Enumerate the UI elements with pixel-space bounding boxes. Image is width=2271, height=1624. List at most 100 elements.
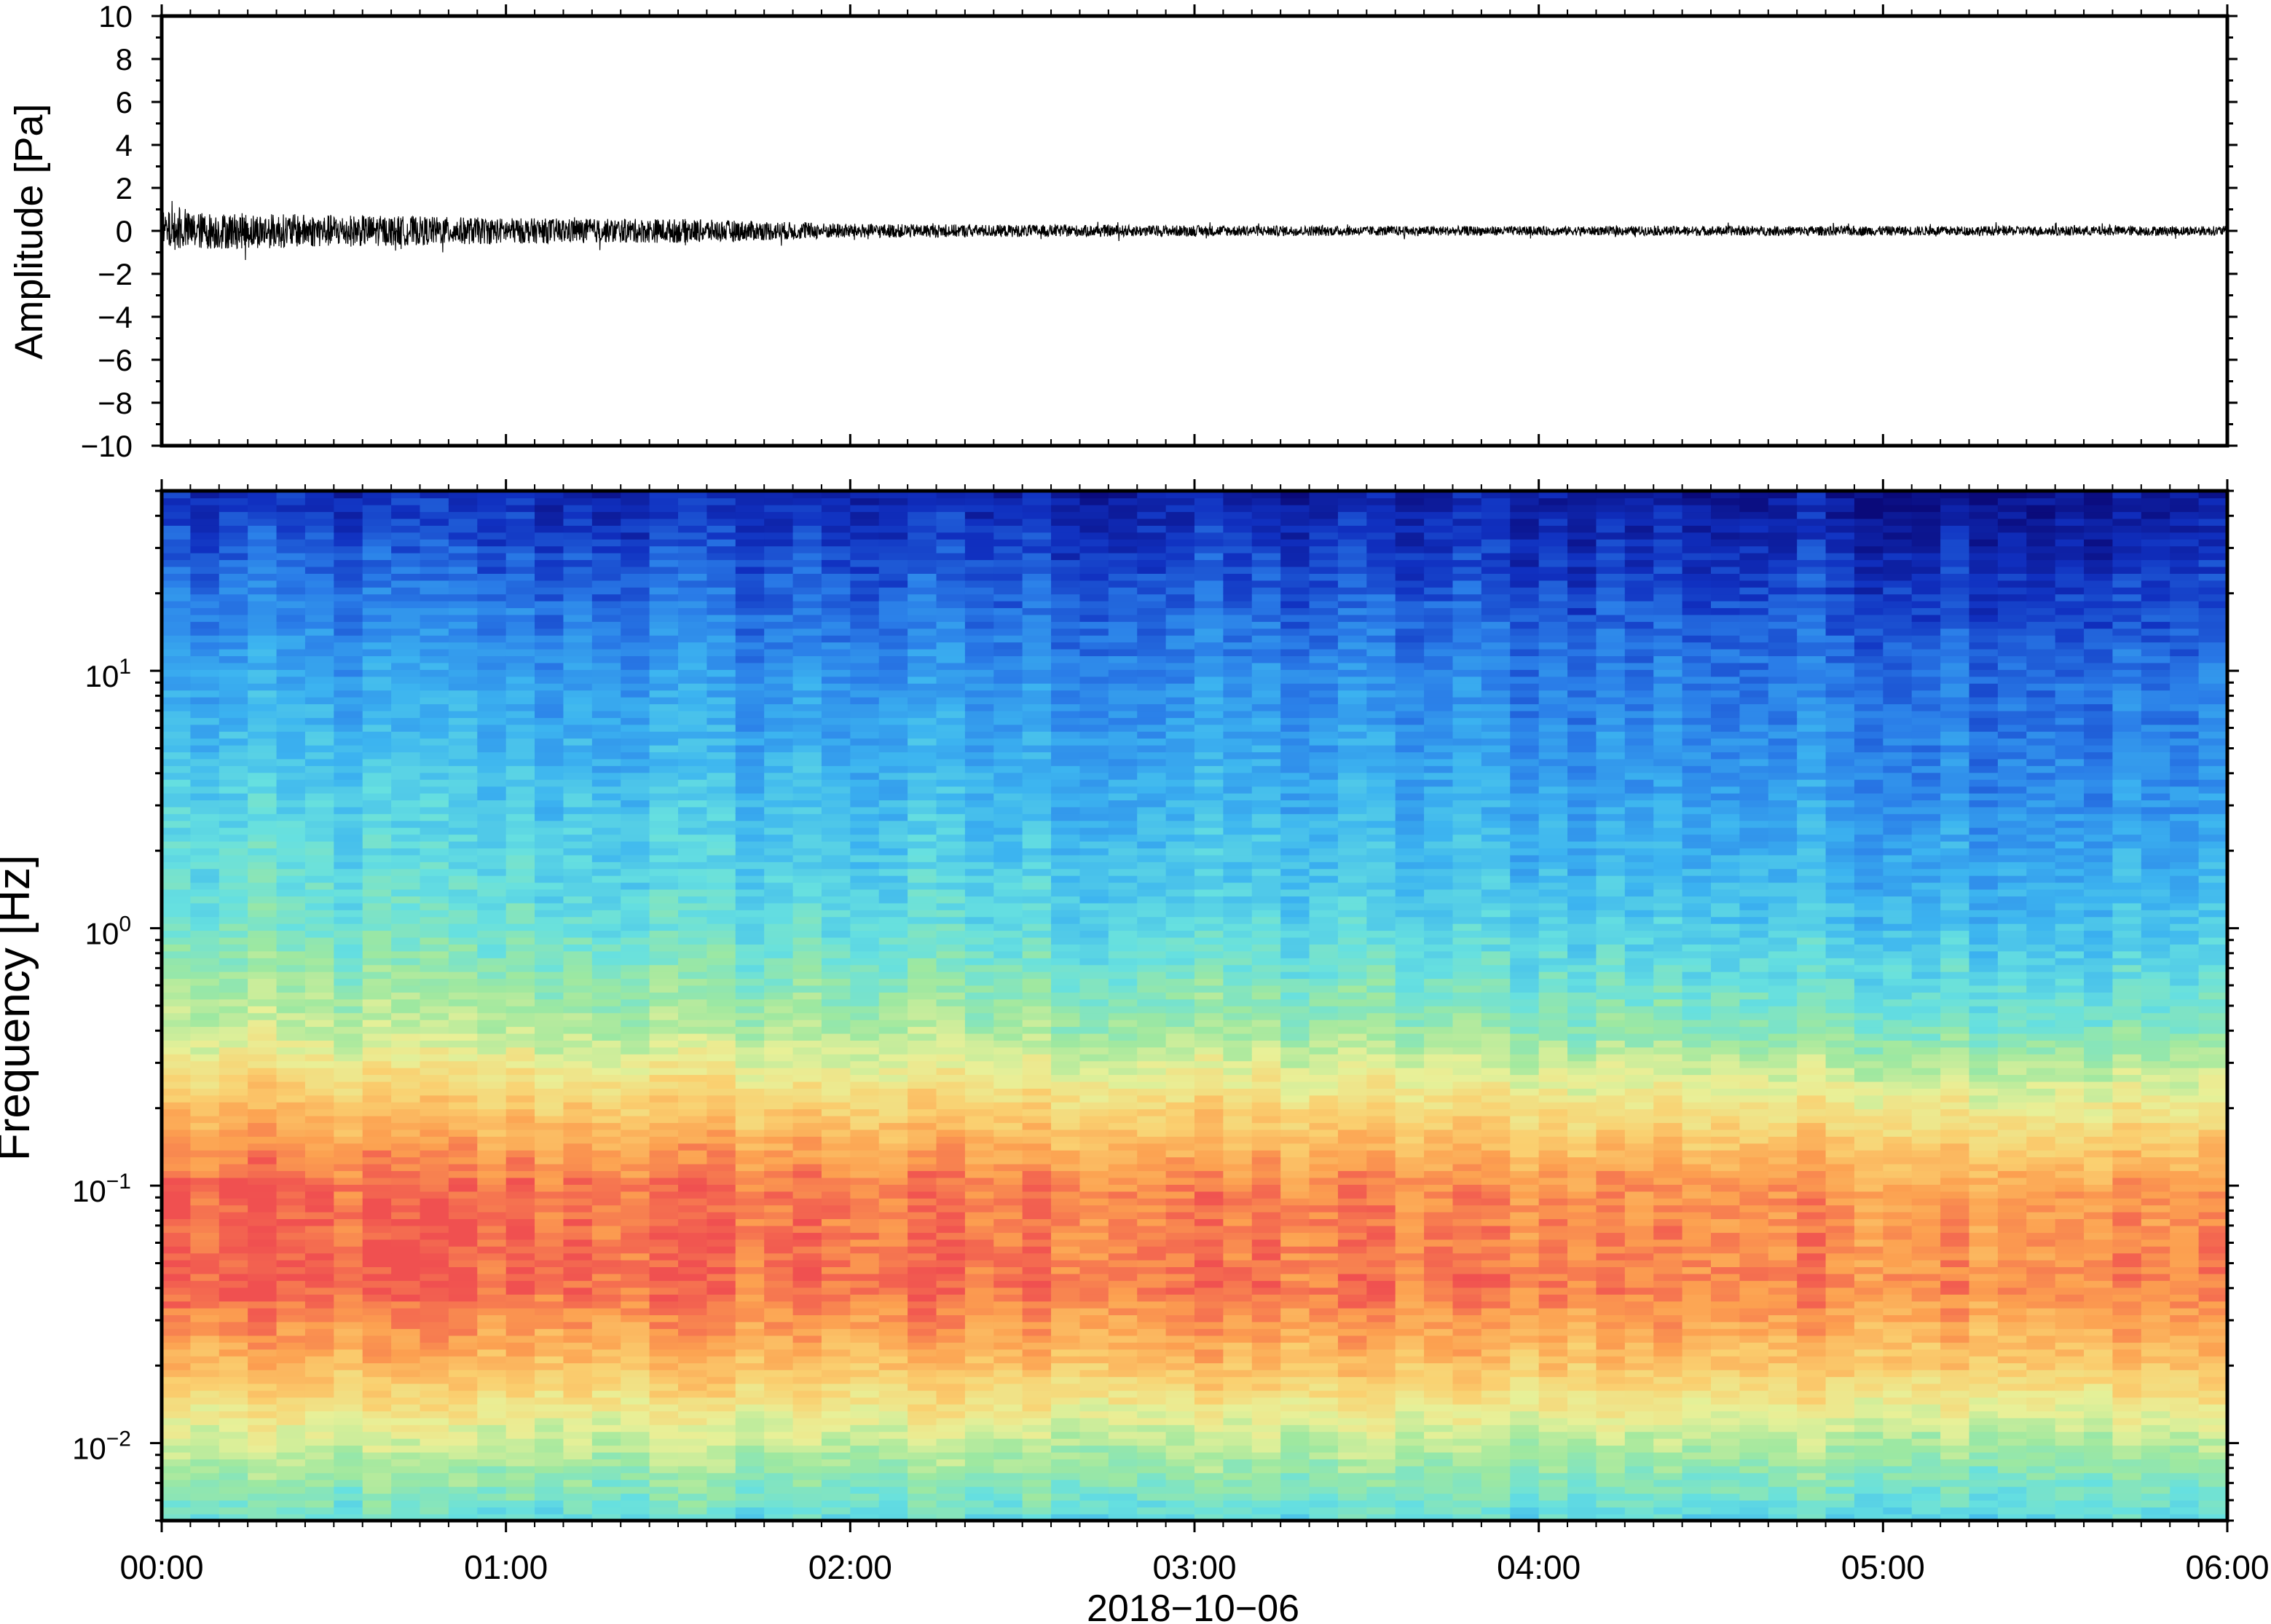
spectrogram-cell (448, 1266, 479, 1274)
spectrogram-cell (1022, 1239, 1052, 1247)
spectrogram-cell (535, 902, 564, 910)
spectrogram-cell (707, 703, 736, 712)
spectrogram-cell (821, 1115, 851, 1124)
spectrogram-cell (276, 1060, 306, 1068)
spectrogram-cell (563, 772, 593, 780)
spectrogram-cell (850, 621, 880, 629)
spectrogram-cell (535, 1376, 564, 1384)
spectrogram-cell (821, 1383, 851, 1391)
spectrogram-cell (649, 518, 679, 526)
spectrogram-cell (304, 806, 335, 814)
spectrogram-cell (563, 1473, 593, 1481)
spectrogram-cell (391, 676, 421, 684)
spectrogram-cell (850, 1431, 880, 1439)
spectrogram-cell (850, 1349, 880, 1357)
spectrogram-image (162, 491, 2228, 1521)
spectrogram-cell (850, 1046, 880, 1055)
spectrogram-cell (764, 1191, 794, 1199)
spectrogram-cell (1108, 1424, 1138, 1432)
spectrogram-cell (649, 888, 679, 896)
spectrogram-cell (276, 1170, 306, 1178)
spectrogram-cell (304, 1026, 335, 1034)
spectrogram-cell (1051, 648, 1081, 657)
spectrogram-cell (304, 532, 335, 540)
spectrogram-cell (563, 1136, 593, 1144)
spectrogram-cell (936, 538, 966, 547)
spectrogram-cell (764, 964, 794, 972)
spectrogram-cell (535, 525, 564, 533)
spectrogram-cell (448, 779, 479, 787)
spectrogram-cell (362, 1225, 392, 1233)
spectrogram-cell (792, 1479, 822, 1487)
spectrogram-cell (591, 1328, 622, 1336)
spectrogram-cell (936, 971, 966, 979)
spectrogram-cell (792, 1355, 822, 1363)
spectrogram-cell (477, 902, 507, 910)
spectrogram-cell (764, 820, 794, 828)
spectrogram-cell (908, 813, 937, 821)
spectrogram-cell (936, 1273, 966, 1281)
spectrogram-cell (391, 1349, 421, 1357)
spectrogram-cell (276, 786, 306, 794)
spectrogram-cell (964, 1335, 995, 1343)
spectrogram-cell (391, 600, 421, 609)
spectrogram-cell (334, 1259, 363, 1268)
spectrogram-cell (764, 1060, 794, 1068)
spectrogram-cell (304, 1369, 335, 1377)
spectrogram-cell (420, 1122, 449, 1130)
spectrogram-cell (1079, 992, 1109, 1000)
spectrogram-cell (448, 765, 479, 773)
spectrogram-cell (735, 573, 765, 581)
spectrogram-cell (878, 813, 908, 821)
spectrogram-cell (649, 1280, 679, 1288)
spectrogram-cell (850, 1253, 880, 1261)
spectrogram-cell (850, 690, 880, 698)
spectrogram-cell (1108, 1266, 1138, 1274)
spectrogram-cell (448, 1205, 479, 1213)
spectrogram-cell (505, 662, 535, 670)
spectrogram-cell (448, 566, 479, 574)
spectrogram-cell (792, 1156, 822, 1164)
spectrogram-cell (362, 1438, 392, 1446)
spectrogram-cell (964, 1191, 995, 1199)
spectrogram-cell (1022, 862, 1052, 870)
spectrogram-cell (908, 607, 937, 615)
spectrogram-cell (219, 586, 248, 595)
spectrogram-cell (936, 1040, 966, 1048)
spectrogram-cell (448, 552, 479, 561)
spectrogram-cell (735, 724, 765, 732)
spectrogram-cell (707, 1513, 736, 1521)
spectrogram-cell (334, 1191, 363, 1199)
spectrogram-cell (505, 944, 535, 952)
spectrogram-cell (707, 1287, 736, 1295)
spectrogram-cell (964, 607, 995, 615)
spectrogram-cell (448, 910, 479, 918)
spectrogram-cell (621, 1012, 650, 1020)
spectrogram-cell (735, 1259, 765, 1268)
spectrogram-cell (391, 834, 421, 842)
spectrogram-cell (1051, 1184, 1081, 1192)
spectrogram-cell (1079, 1493, 1109, 1501)
spectrogram-cell (649, 1301, 679, 1309)
spectrogram-cell (190, 910, 220, 918)
spectrogram-cell (420, 634, 449, 643)
spectrogram-cell (908, 848, 937, 856)
spectrogram-cell (621, 1390, 650, 1398)
spectrogram-cell (563, 552, 593, 561)
spectrogram-cell (219, 1129, 248, 1137)
spectrogram-cell (764, 538, 794, 547)
spectrogram-cell (362, 827, 392, 835)
spectrogram-cell (505, 538, 535, 547)
spectrogram-cell (505, 1074, 535, 1082)
spectrogram-cell (964, 669, 995, 677)
spectrogram-cell (649, 1122, 679, 1130)
spectrogram-cell (276, 800, 306, 808)
spectrogram-cell (1051, 1403, 1081, 1411)
spectrogram-cell (591, 1115, 622, 1124)
spectrogram-cell (420, 1499, 449, 1507)
spectrogram-cell (1079, 758, 1109, 766)
spectrogram-cell (248, 1170, 278, 1178)
spectrogram-cell (735, 1225, 765, 1233)
spectrogram-cell (821, 786, 851, 794)
spectrogram-cell (964, 1156, 995, 1164)
